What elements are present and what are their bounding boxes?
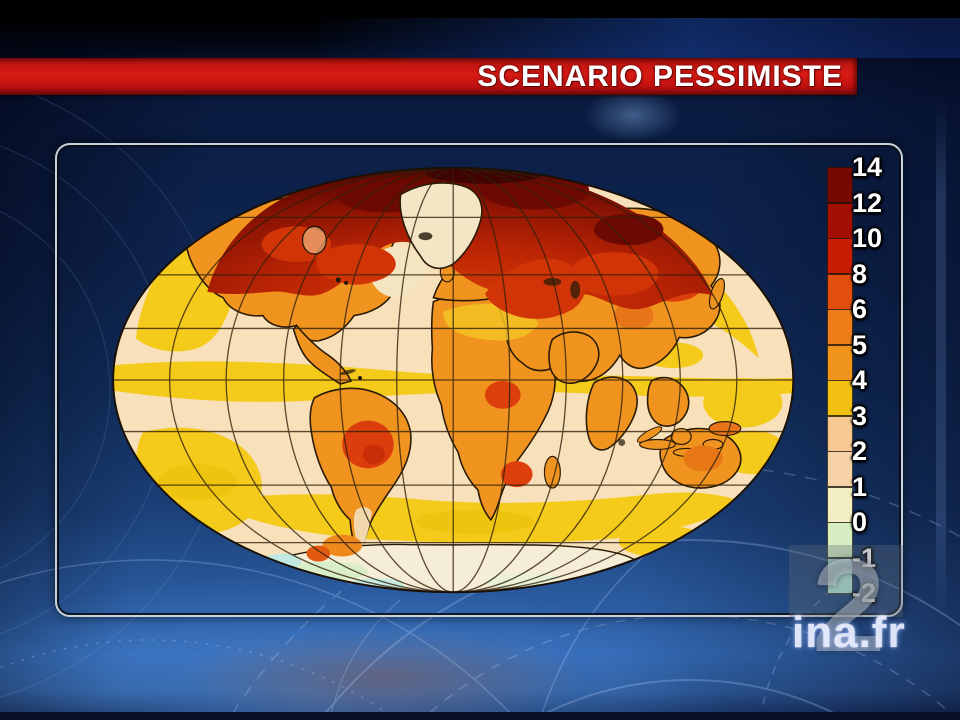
- map-panel: [55, 143, 903, 617]
- map-rim: [112, 166, 795, 594]
- headline-text: SCENARIO PESSIMISTE: [477, 60, 843, 93]
- scale-label: -2: [852, 578, 877, 608]
- scale-label: 4: [852, 365, 868, 395]
- scale-color-step: [827, 451, 853, 487]
- bottom-dark-strip: [0, 712, 960, 720]
- scale-label: 12: [852, 187, 883, 218]
- channel-logo-shadow-box: [789, 545, 903, 617]
- greenland: [399, 182, 483, 270]
- map-ellipse-content: [113, 167, 794, 593]
- coast-details: [301, 225, 663, 446]
- graticule: [113, 167, 794, 593]
- scale-color-step: [827, 202, 853, 239]
- scale-label: 0: [852, 507, 868, 537]
- top-blue-band: [0, 18, 960, 58]
- scale-label: -1: [852, 542, 877, 573]
- world-map-temperature-anomaly: [112, 166, 795, 594]
- gold-accents: [157, 464, 535, 534]
- scale-color-step: [827, 309, 853, 345]
- scale-label: 5: [852, 329, 868, 360]
- scale-color-step: [827, 167, 853, 203]
- scale-color-step: [827, 238, 853, 274]
- scale-label: 1: [852, 471, 868, 502]
- red-tongues: [261, 226, 659, 319]
- scale-label: 2: [852, 436, 868, 466]
- scale-color-step: [827, 486, 853, 523]
- scale-label: 6: [852, 294, 868, 324]
- scale-label: 10: [852, 223, 883, 253]
- light-streak: [568, 88, 698, 148]
- scale-color-step: [827, 344, 853, 381]
- scale-label: 3: [852, 400, 868, 431]
- headline-banner: SCENARIO PESSIMISTE: [0, 58, 857, 95]
- scale-label: 8: [852, 258, 868, 289]
- scale-color-step: [827, 415, 853, 452]
- scale-color-step: [827, 380, 853, 416]
- france2-logo: 2: [812, 532, 886, 679]
- scale-color-step: [827, 273, 853, 310]
- ina-watermark: ina.fr: [792, 608, 906, 657]
- scale-color-step: [827, 557, 853, 594]
- light-streak-right: [936, 100, 946, 620]
- scale-label: 14: [852, 152, 883, 182]
